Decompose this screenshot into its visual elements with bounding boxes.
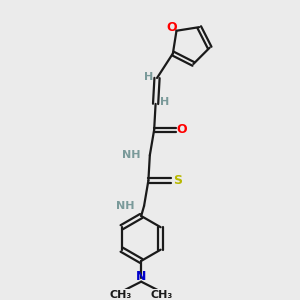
Text: NH: NH [122,150,141,160]
Text: O: O [167,21,178,34]
Text: NH: NH [116,201,135,211]
Text: H: H [160,97,169,106]
Text: H: H [144,71,154,82]
Text: N: N [136,270,146,283]
Text: CH₃: CH₃ [110,290,132,300]
Text: CH₃: CH₃ [150,290,172,300]
Text: S: S [173,174,182,187]
Text: O: O [177,123,188,136]
